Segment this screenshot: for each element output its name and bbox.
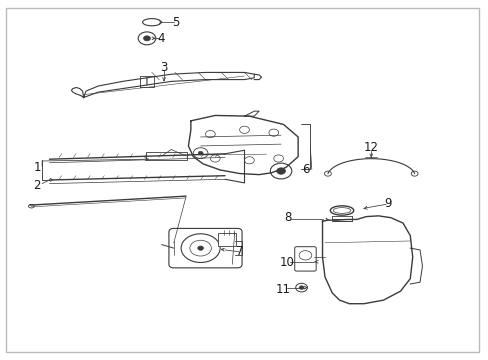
Circle shape xyxy=(273,155,283,162)
Circle shape xyxy=(193,148,207,158)
Circle shape xyxy=(138,32,156,45)
Ellipse shape xyxy=(332,208,350,213)
Text: 12: 12 xyxy=(363,141,378,154)
Circle shape xyxy=(205,131,215,138)
Text: 10: 10 xyxy=(280,256,294,269)
Circle shape xyxy=(270,163,291,179)
Circle shape xyxy=(295,283,307,292)
FancyBboxPatch shape xyxy=(217,233,236,246)
Circle shape xyxy=(197,246,203,250)
Text: 1: 1 xyxy=(34,161,41,174)
Circle shape xyxy=(299,251,311,260)
Circle shape xyxy=(268,129,278,136)
Circle shape xyxy=(244,157,254,164)
Circle shape xyxy=(181,234,220,262)
Circle shape xyxy=(210,155,220,162)
Circle shape xyxy=(198,151,203,155)
Text: 4: 4 xyxy=(158,32,165,45)
Ellipse shape xyxy=(330,206,353,215)
Circle shape xyxy=(324,171,331,176)
Text: 3: 3 xyxy=(160,60,167,73)
Circle shape xyxy=(143,36,150,41)
FancyBboxPatch shape xyxy=(294,247,316,271)
Circle shape xyxy=(239,126,249,134)
FancyBboxPatch shape xyxy=(168,228,242,268)
Text: 8: 8 xyxy=(284,211,291,224)
Text: 9: 9 xyxy=(384,197,391,210)
Text: 7: 7 xyxy=(235,245,243,258)
Circle shape xyxy=(276,168,285,174)
Circle shape xyxy=(189,240,211,256)
Circle shape xyxy=(410,171,417,176)
Ellipse shape xyxy=(142,19,161,26)
Ellipse shape xyxy=(28,204,34,208)
Text: 11: 11 xyxy=(275,283,290,296)
Text: 6: 6 xyxy=(301,163,308,176)
FancyBboxPatch shape xyxy=(146,152,186,160)
Text: 2: 2 xyxy=(34,179,41,192)
Text: 5: 5 xyxy=(172,16,180,29)
Circle shape xyxy=(299,286,304,289)
